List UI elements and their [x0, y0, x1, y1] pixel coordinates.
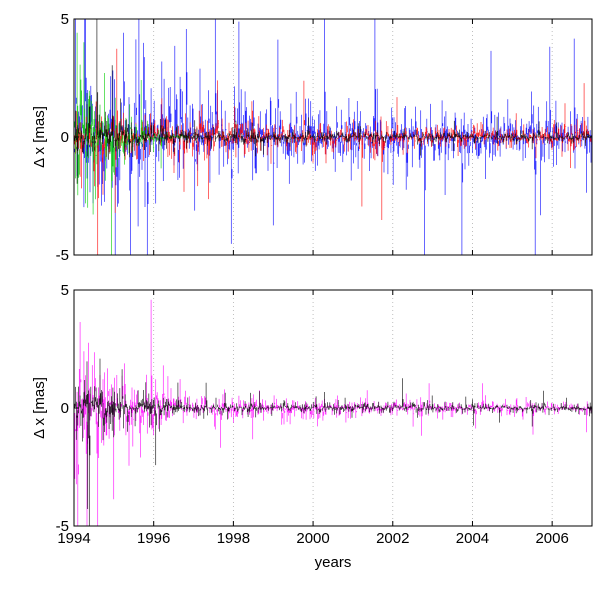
y-tick-label: 5	[61, 282, 69, 299]
y-tick-label: -5	[56, 518, 69, 535]
x-tick-label: 2006	[535, 530, 568, 547]
y-tick-label: 5	[61, 11, 69, 28]
x-tick-label: 1998	[217, 530, 250, 547]
x-tick-label: 1996	[137, 530, 170, 547]
panel-bottom: -5 0 5 1994 1996 1998 2000 2002 2004 2006 Δ x [m…	[31, 282, 593, 571]
y-tick-labels-bottom: -5 0 5	[56, 282, 69, 535]
x-tick-label: 1994	[57, 530, 90, 547]
y-tick-label: 0	[61, 400, 69, 417]
ticks-top	[73, 18, 592, 256]
x-axis-label: years	[315, 554, 352, 571]
x-tick-label: 2000	[296, 530, 329, 547]
ticks-bottom	[73, 289, 592, 527]
x-tick-label: 2002	[376, 530, 409, 547]
y-axis-label-top: Δ x [mas]	[31, 106, 48, 168]
y-tick-label: -5	[56, 247, 69, 264]
y-tick-label: 0	[61, 129, 69, 146]
y-tick-labels-top: -5 0 5	[56, 11, 69, 264]
y-axis-label-bottom: Δ x [mas]	[31, 377, 48, 439]
grid-top	[153, 19, 553, 255]
x-tick-label: 2004	[456, 530, 489, 547]
x-tick-labels-bottom: 1994 1996 1998 2000 2002 2004 2006	[57, 530, 569, 547]
grid-bottom	[153, 290, 553, 526]
panel-top: -5 0 5 Δ x [mas]	[31, 11, 593, 264]
